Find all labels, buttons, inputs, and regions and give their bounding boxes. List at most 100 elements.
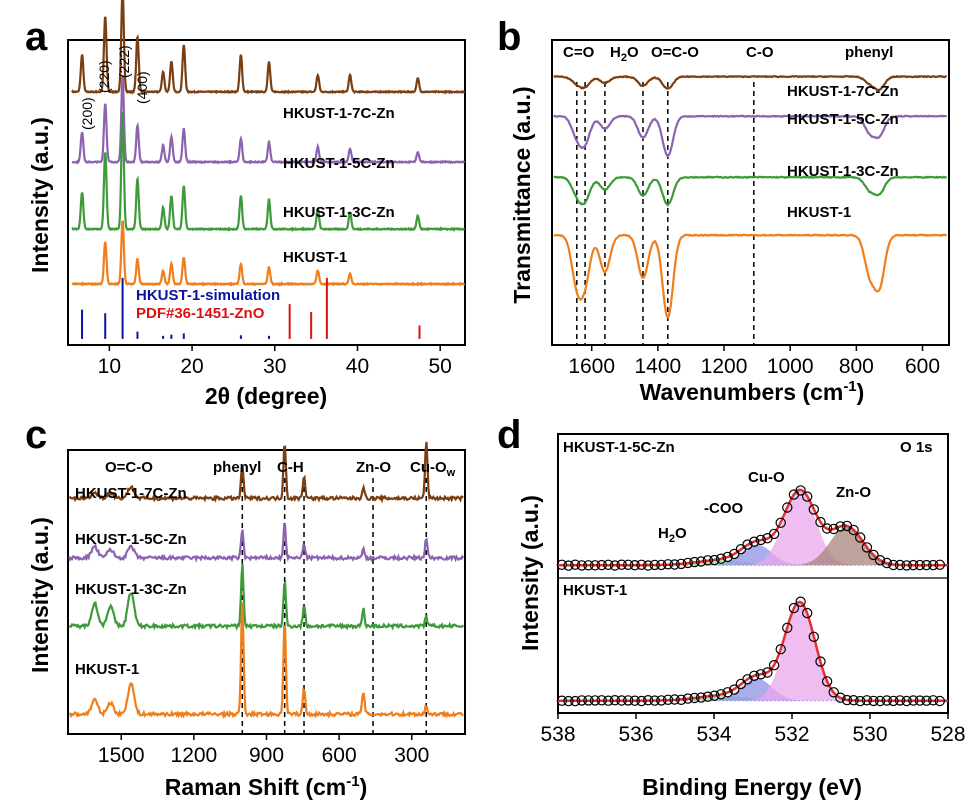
panel-letter-a: a bbox=[25, 15, 48, 59]
xps-top-data-point bbox=[828, 523, 839, 535]
xps-bottom-data-point bbox=[676, 694, 687, 706]
sample-label-d-top: HKUST-1-5C-Zn bbox=[563, 439, 675, 456]
x-axis-ticks-c: 1500 1200 900 600 300 bbox=[98, 734, 429, 767]
xps-bottom-data-point bbox=[689, 692, 700, 704]
xps-top-data-point bbox=[589, 560, 601, 571]
xps-bottom-data-point bbox=[841, 694, 853, 706]
component-label-coo: -COO bbox=[704, 500, 743, 517]
sample-label-d-bottom: HKUST-1 bbox=[563, 582, 627, 599]
xps-top-data-point bbox=[662, 559, 674, 570]
band-label-b-h2o: H2O bbox=[610, 44, 639, 64]
xps-bottom-data-point bbox=[629, 695, 641, 706]
xps-top-data-point bbox=[689, 556, 700, 568]
xrd-curve-1 bbox=[71, 75, 466, 165]
curves-b bbox=[553, 74, 948, 319]
xps-top-data-point bbox=[616, 559, 627, 570]
ftir-curve-3 bbox=[553, 233, 947, 319]
xps-top-data-point bbox=[682, 557, 694, 569]
xps-bottom-data-point bbox=[835, 692, 846, 703]
xps-top-data-point bbox=[888, 559, 899, 571]
x-axis-title-a: 2θ (degree) bbox=[205, 383, 327, 409]
panel-letter-d: d bbox=[497, 413, 521, 457]
plot-frame-d bbox=[557, 433, 949, 714]
panel-b: b 1600 1400 1200 1000 800 600 Transmittance (… bbox=[497, 15, 950, 405]
xps-bottom-data-point bbox=[755, 669, 767, 680]
xps-bottom-data-point bbox=[914, 695, 926, 706]
xps-bottom-data-point bbox=[934, 695, 946, 707]
xps-bottom-data-point bbox=[881, 695, 893, 706]
xps-top-data-point bbox=[695, 556, 707, 567]
xps-top-data-point bbox=[901, 560, 912, 571]
series-label-c-hkust-1: HKUST-1 bbox=[75, 661, 139, 678]
xps-bottom-data-point bbox=[894, 695, 906, 706]
a-tick-label-40: 40 bbox=[346, 355, 369, 378]
peak-label-200: (200) bbox=[79, 97, 95, 130]
x-axis-title-c-end: ) bbox=[360, 774, 368, 800]
series-label-c-7c-zn: HKUST-1-7C-Zn bbox=[75, 485, 187, 502]
xps-bottom-data-point bbox=[908, 695, 919, 706]
band-label-c-cuo-sub: w bbox=[446, 467, 456, 479]
xps-bottom-data-point bbox=[874, 695, 886, 707]
d-tick-label-530: 530 bbox=[852, 723, 887, 746]
ftir-curve-0 bbox=[553, 74, 947, 92]
xps-bottom-data-point bbox=[782, 622, 793, 634]
panel-letter-c: c bbox=[25, 413, 47, 457]
raman-curve-0 bbox=[68, 441, 464, 504]
xps-top-data-point bbox=[609, 560, 621, 571]
xps-bottom-data-point bbox=[775, 644, 786, 655]
component-label-cuo: Cu-O bbox=[748, 469, 785, 486]
x-axis-title-d: Binding Energy (eV) bbox=[642, 774, 862, 800]
band-label-b-h2o-sub: 2 bbox=[621, 52, 627, 64]
xps-bottom-data-point bbox=[828, 687, 839, 698]
xps-bottom-data-point bbox=[715, 689, 727, 700]
xps-bottom-data-point bbox=[855, 695, 866, 707]
d-tick-label-528: 528 bbox=[930, 723, 965, 746]
b-tick-label-1400: 1400 bbox=[635, 355, 682, 378]
xps-top-component-3 bbox=[558, 526, 948, 566]
xps-top-data-point bbox=[775, 517, 786, 529]
component-label-h2o-main: H bbox=[658, 525, 669, 542]
y-axis-title-a: Intensity (a.u.) bbox=[27, 117, 53, 273]
raman-curve-1 bbox=[68, 523, 465, 563]
xps-top-data-point bbox=[596, 559, 607, 571]
series-label-a-3c-zn: HKUST-1-3C-Zn bbox=[283, 204, 395, 221]
xps-top-data-point bbox=[629, 560, 641, 571]
xps-top-data-point bbox=[921, 559, 932, 571]
xps-top-data-point bbox=[808, 504, 820, 515]
xps-bottom bbox=[556, 596, 948, 707]
b-tick-label-1200: 1200 bbox=[701, 355, 748, 378]
xps-bottom-data-point bbox=[609, 695, 621, 706]
xps-top-data-point bbox=[669, 559, 680, 570]
band-label-b-phenyl: phenyl bbox=[845, 44, 893, 61]
a-tick-label-50: 50 bbox=[429, 355, 452, 378]
x-axis-title-c: Raman Shift (cm-1) bbox=[165, 773, 368, 800]
xps-top-data-point bbox=[676, 558, 687, 570]
xps-top-data-point bbox=[709, 554, 720, 566]
xps-bottom-data-point bbox=[669, 694, 680, 705]
component-label-zno: Zn-O bbox=[836, 484, 871, 501]
xps-bottom-data-point bbox=[576, 695, 588, 706]
xps-top-data-point bbox=[874, 555, 886, 566]
peak-label-222: (222) bbox=[116, 45, 132, 78]
xps-bottom-data-point bbox=[589, 695, 601, 706]
band-markers-c bbox=[241, 478, 428, 734]
series-label-c-5c-zn: HKUST-1-5C-Zn bbox=[75, 531, 187, 548]
a-tick-label-30: 30 bbox=[263, 355, 286, 378]
xps-top-data-point bbox=[570, 559, 581, 570]
xps-bottom-data-point bbox=[682, 693, 694, 704]
xps-top-data-point bbox=[914, 559, 926, 571]
xps-bottom-data-point bbox=[695, 692, 707, 703]
series-label-b-7c-zn: HKUST-1-7C-Zn bbox=[787, 83, 899, 100]
xps-bottom-data-point bbox=[921, 695, 932, 706]
raman-curve-3 bbox=[68, 602, 464, 720]
xps-top-data-point bbox=[636, 559, 647, 571]
peak-label-400: (400) bbox=[134, 71, 150, 104]
xps-top-data-point bbox=[835, 521, 846, 532]
ftir-curve-1 bbox=[553, 114, 948, 158]
xps-top-data-point bbox=[821, 523, 833, 534]
plot-frame-a bbox=[67, 39, 466, 346]
d-tick-label-534: 534 bbox=[696, 723, 731, 746]
panel-d: d 538 536 534 532 530 528 Intensity (a.u.) Bi… bbox=[497, 413, 966, 800]
band-label-b-oco: O=C-O bbox=[651, 44, 699, 61]
